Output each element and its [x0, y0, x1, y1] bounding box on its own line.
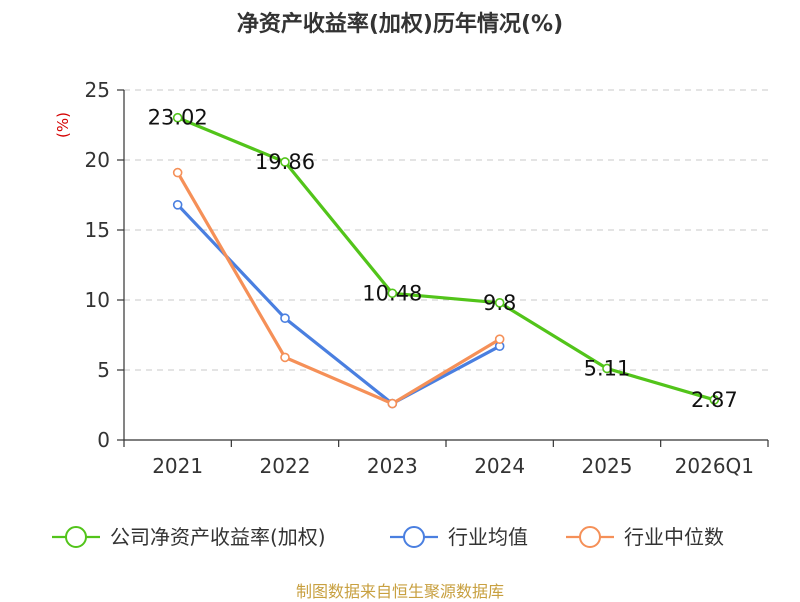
data-point: [709, 395, 720, 405]
data-label: 2.87: [691, 388, 738, 412]
y-axis-label: (%): [54, 112, 72, 138]
data-label: 9.8: [483, 291, 516, 315]
data-point: [387, 398, 398, 409]
data-point: [280, 313, 290, 324]
source-note: 制图数据来自恒生聚源数据库: [295, 582, 504, 601]
legend-swatch-marker: [579, 526, 601, 548]
series-line-1: [176, 203, 502, 406]
data-label: 10.48: [362, 281, 422, 305]
x-tick-label: 2026Q1: [675, 454, 754, 478]
legend-label: 公司净资产收益率(加权): [110, 525, 326, 549]
grid-layer: [124, 89, 768, 371]
data-point: [387, 288, 398, 299]
series-layer: [172, 112, 720, 409]
x-tick-label: 2021: [152, 454, 203, 478]
x-tick-label: 2025: [582, 454, 633, 478]
data-label: 23.02: [148, 106, 208, 130]
data-label-layer: 23.02 19.86 10.48 9.8 5.11 2.87: [148, 106, 738, 412]
data-point: [602, 363, 612, 374]
series-line-0: [176, 116, 716, 402]
y-tick-label: 0: [97, 428, 110, 452]
x-tick-label: 2024: [474, 454, 525, 478]
legend-swatch-marker: [65, 526, 87, 548]
data-point: [172, 200, 183, 210]
x-tick-label: 2023: [367, 454, 418, 478]
x-tick-label: 2022: [260, 454, 311, 478]
legend-label: 行业中位数: [624, 525, 724, 549]
y-tick-label: 25: [85, 78, 110, 102]
y-tick-label: 20: [85, 148, 110, 172]
legend: 公司净资产收益率(加权) 行业均值 行业中位数: [52, 525, 724, 549]
y-tick-label: 5: [97, 358, 110, 382]
data-point: [494, 334, 505, 345]
data-point: [280, 352, 290, 363]
y-tick-label: 15: [85, 218, 110, 242]
y-tick-label: 10: [85, 288, 110, 312]
legend-swatch-marker: [403, 526, 425, 548]
data-point: [172, 167, 183, 178]
data-point: [280, 157, 290, 167]
data-label: 19.86: [255, 150, 315, 174]
data-point: [172, 112, 183, 123]
data-label: 5.11: [584, 356, 631, 380]
chart-title: 净资产收益率(加权)历年情况(%): [236, 12, 564, 37]
series-line-2: [176, 171, 502, 406]
data-point: [494, 297, 505, 308]
legend-label: 行业均值: [448, 525, 528, 549]
